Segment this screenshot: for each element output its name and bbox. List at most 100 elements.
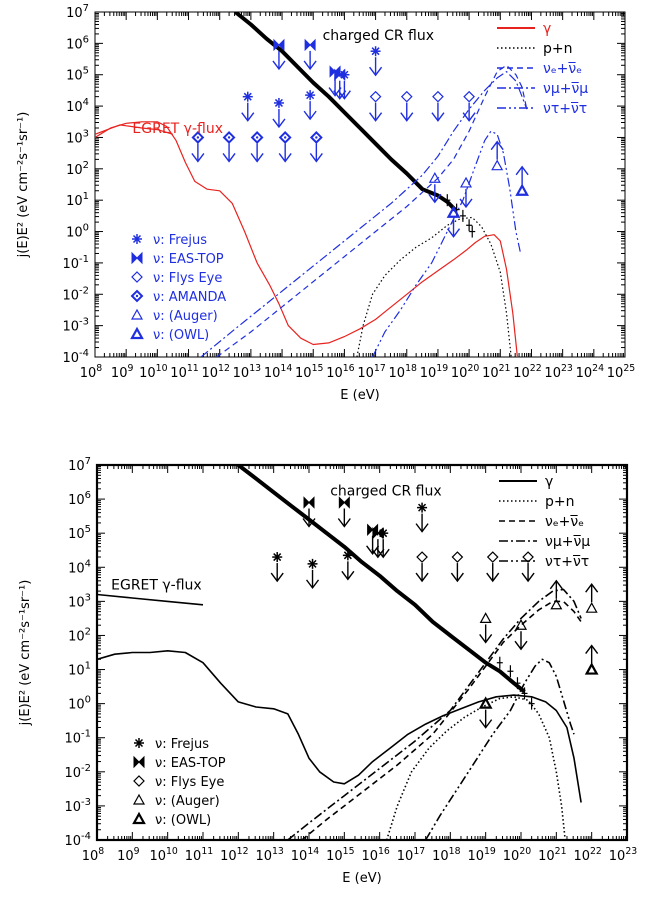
limit-marker bbox=[491, 159, 504, 171]
y-tick-label: 107 bbox=[68, 456, 91, 474]
limit-diamond-dot bbox=[250, 131, 264, 163]
legend-marker-swatch bbox=[133, 755, 145, 769]
x-tick-label: 1018 bbox=[389, 363, 417, 381]
limit-arrow-head bbox=[400, 112, 414, 122]
limit-triangle bbox=[490, 140, 504, 171]
limit-marker bbox=[515, 183, 529, 196]
limit-arrow-head bbox=[241, 112, 255, 122]
legend-marker-swatch bbox=[132, 793, 146, 805]
data-cross bbox=[459, 209, 466, 222]
limit-bowtie bbox=[371, 526, 385, 559]
limit-diamond-dot bbox=[191, 131, 205, 163]
legend-line-label: νμ+ν̅μ bbox=[545, 534, 590, 550]
x-tick-label: 1014 bbox=[291, 846, 319, 864]
legend-marker-label: ν: AMANDA bbox=[153, 290, 226, 305]
legend-marker-swatch bbox=[130, 308, 144, 320]
x-tick-label: 1019 bbox=[420, 363, 448, 381]
data-cross bbox=[528, 697, 535, 710]
limit-marker bbox=[304, 38, 316, 52]
x-tick-label: 1010 bbox=[149, 846, 177, 864]
limit-diamond-dot bbox=[278, 131, 292, 163]
limit-arrow-head bbox=[369, 112, 383, 122]
limit-arrow-head bbox=[479, 633, 493, 644]
legend-line-label: p+n bbox=[543, 41, 573, 57]
limit-arrow-head bbox=[278, 153, 292, 163]
limit-marker bbox=[463, 90, 475, 103]
limit-marker bbox=[451, 551, 464, 563]
x-tick-label: 108 bbox=[82, 846, 105, 864]
limit-diamond bbox=[486, 551, 500, 583]
legend-marker-label: ν: Flys Eye bbox=[153, 271, 222, 286]
legend-marker-label: ν: Flys Eye bbox=[155, 775, 224, 790]
limit-diamond bbox=[450, 551, 464, 583]
limit-arrow-head bbox=[302, 518, 316, 528]
limit-arrow-head bbox=[222, 153, 236, 163]
limit-arrow-head bbox=[371, 548, 385, 559]
legend-marker-swatch bbox=[131, 271, 143, 283]
limit-marker bbox=[370, 46, 381, 57]
series-line-4 bbox=[301, 600, 582, 840]
limit-marker bbox=[273, 97, 284, 108]
series-line-6 bbox=[424, 658, 575, 840]
x-tick-label: 1015 bbox=[326, 846, 354, 864]
y-tick-label: 100 bbox=[66, 223, 89, 241]
legend-marker-label: ν: (Auger) bbox=[155, 794, 220, 809]
legend-line-label: ντ+ν̅τ bbox=[543, 101, 587, 117]
limit-arrow-head bbox=[337, 518, 351, 528]
limit-marker bbox=[486, 551, 499, 563]
limit-marker bbox=[273, 38, 285, 52]
legend-line-label: γ bbox=[543, 21, 551, 37]
limit-marker bbox=[446, 205, 461, 218]
limit-marker bbox=[585, 601, 598, 613]
limit-triangle bbox=[479, 612, 493, 644]
y-tick-label: 103 bbox=[68, 592, 91, 610]
x-axis-label: E (eV) bbox=[342, 871, 381, 886]
limit-arrow-head bbox=[459, 198, 473, 209]
limit-arrow-head bbox=[515, 165, 529, 176]
limit-diamond bbox=[369, 90, 383, 122]
limit-arrow-head bbox=[462, 112, 476, 122]
limit-marker bbox=[550, 598, 563, 610]
data-cross bbox=[521, 687, 528, 700]
y-tick-label: 104 bbox=[66, 97, 89, 115]
limit-marker bbox=[242, 91, 253, 102]
y-tick-label: 104 bbox=[68, 558, 91, 576]
legend-marker-swatch bbox=[134, 738, 144, 748]
series-line-5 bbox=[200, 71, 528, 357]
y-axis-label: j(E)E² (eV cm⁻²s⁻¹sr⁻¹) bbox=[16, 112, 31, 259]
x-tick-label: 1020 bbox=[451, 363, 479, 381]
limit-asterisk bbox=[241, 91, 255, 122]
limit-asterisk bbox=[305, 558, 320, 590]
limit-marker bbox=[303, 496, 315, 509]
limit-bowtie bbox=[302, 496, 316, 528]
y-tick-label: 106 bbox=[68, 490, 91, 508]
legend-line-label: γ bbox=[545, 474, 553, 490]
limit-asterisk bbox=[272, 97, 286, 129]
y-tick-label: 103 bbox=[66, 128, 89, 146]
limit-arrow-head bbox=[250, 153, 264, 163]
limit-arrow-head bbox=[415, 523, 429, 533]
legend-marker-label: ν: (Auger) bbox=[153, 309, 218, 324]
limit-marker bbox=[479, 612, 492, 624]
y-tick-label: 102 bbox=[68, 626, 91, 644]
x-tick-label: 1023 bbox=[544, 363, 572, 381]
data-cross bbox=[444, 194, 451, 207]
limit-arrow-head bbox=[486, 572, 500, 583]
limit-arrow-head bbox=[479, 719, 493, 729]
limit-arrow-head bbox=[303, 110, 317, 121]
x-tick-label: 1025 bbox=[607, 363, 635, 381]
limit-triangle bbox=[585, 583, 599, 613]
y-tick-label: 10-3 bbox=[64, 797, 91, 815]
limit-triangle-bold bbox=[478, 696, 493, 729]
data-cross bbox=[469, 225, 476, 238]
limit-diamond bbox=[521, 551, 535, 583]
x-tick-label: 1011 bbox=[170, 363, 198, 381]
series-line-3 bbox=[385, 696, 566, 840]
y-tick-label: 105 bbox=[66, 66, 89, 84]
limit-diamond-dot bbox=[222, 131, 236, 163]
y-tick-label: 10-4 bbox=[64, 831, 91, 849]
axis-ticks bbox=[94, 11, 626, 358]
legend-marker-swatch bbox=[133, 775, 145, 787]
limit-arrow-head bbox=[428, 193, 442, 204]
